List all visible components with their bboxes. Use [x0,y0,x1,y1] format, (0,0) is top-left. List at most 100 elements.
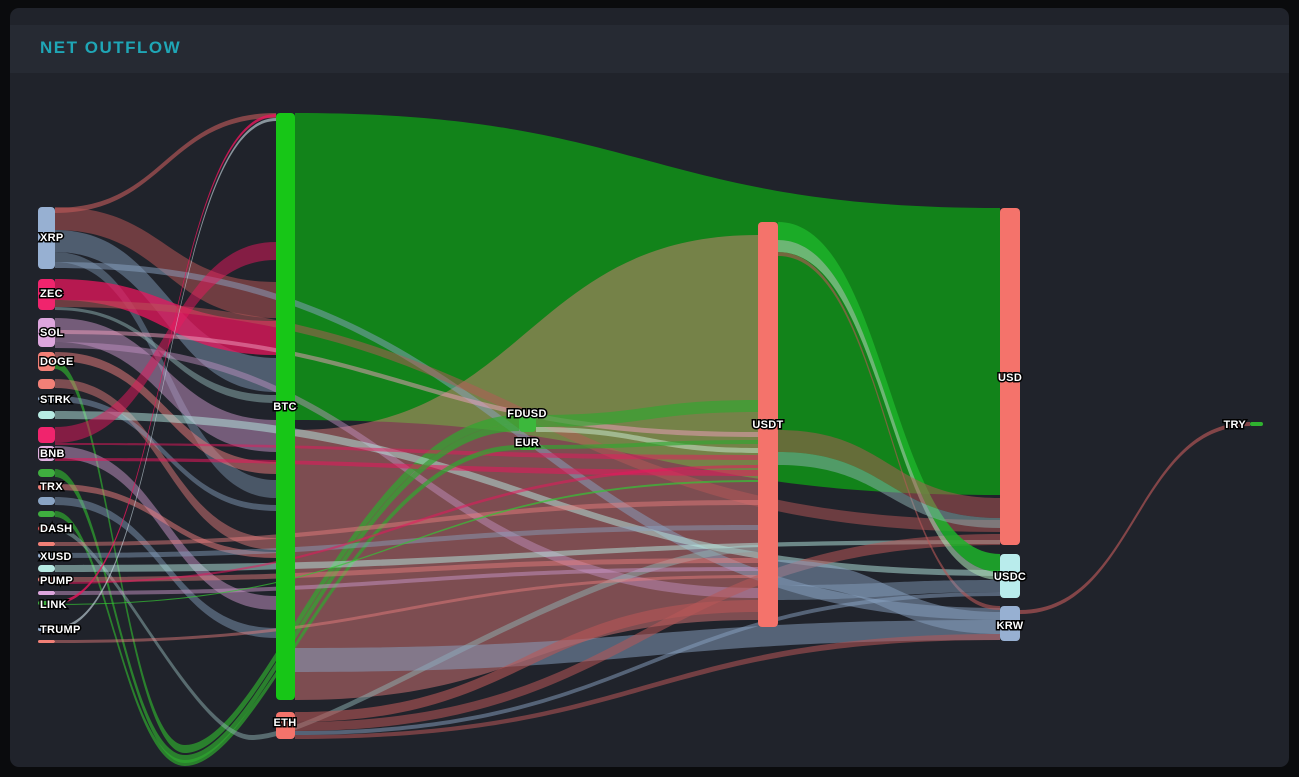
sankey-link-FDUSD-USDT[interactable] [536,427,758,453]
node-label-EUR: EUR [515,437,539,449]
node-label-DOGE: DOGE [40,356,74,368]
sankey-node-TRUMP[interactable] [38,627,55,631]
sankey-node-ZEC[interactable] [38,279,55,310]
node-label-TRY: TRY [1224,419,1247,431]
sankey-node-n17[interactable] [38,565,55,572]
sankey-node-BTC[interactable] [276,113,295,700]
sankey-link-USDT-USD[interactable] [778,430,1000,518]
sankey-node-ETH[interactable] [276,712,295,739]
sankey-link-STRK-BTC[interactable] [55,396,276,511]
sankey-link-ZEC-BTC[interactable] [55,307,276,403]
sankey-node-SOL[interactable] [38,318,55,347]
node-label-ETH: ETH [274,717,297,729]
sankey-link-BNB-BTC[interactable] [55,446,276,610]
sankey-node-STRK[interactable] [38,396,55,402]
node-label-SOL: SOL [40,327,64,339]
sankey-node-XUSD[interactable] [38,553,55,558]
sankey-node-USDC[interactable] [1000,554,1020,598]
sankey-link-LINK-USDT[interactable] [55,480,758,605]
sankey-link-USDT-KRW[interactable] [778,252,1000,610]
sankey-link-XUSD-USDT[interactable] [55,525,758,558]
sankey-node-n5[interactable] [38,379,55,389]
chart-header-strip [10,25,1289,73]
sankey-link-XRP-KRW[interactable] [55,262,1000,620]
sankey-link-TRUMP-BTC[interactable] [55,118,276,630]
node-label-DASH: DASH [40,523,72,535]
sankey-node-n15[interactable] [38,542,55,546]
node-label-PUMP: PUMP [40,575,73,587]
node-label-USDC: USDC [994,571,1026,583]
sankey-link-n19-USDT[interactable] [55,567,758,595]
sankey-link-SOL-USDT[interactable] [55,342,758,598]
sankey-link-ETH-USD[interactable] [295,534,1000,731]
sankey-link-n15-USDT[interactable] [55,500,758,546]
sankey-link-SOL-USDT[interactable] [55,330,758,437]
sankey-link-n8-USDT[interactable] [55,443,758,460]
node-label-LINK: LINK [40,599,67,611]
sankey-node-EUR[interactable] [519,445,536,450]
sankey-node-TRX[interactable] [38,484,55,490]
sankey-node-KRW[interactable] [1000,606,1020,641]
sankey-link-XRP-BTC[interactable] [55,207,276,318]
sankey-link-ZEC-BTC[interactable] [55,279,276,355]
sankey-node-TRY[interactable] [1250,422,1263,426]
sankey-link-USDT-USD[interactable] [778,452,1000,528]
sankey-link-ETH-USDT[interactable] [295,600,758,722]
sankey-link-USDT-USDC[interactable] [778,580,1000,600]
sankey-labels: XRP ZEC SOL DOGE STRK BNB TRX DASH XUSD PUMP LINK T… [39,231,1248,731]
sankey-link-KRW-TRY[interactable] [1020,422,1250,614]
sankey-node-n7[interactable] [38,411,55,419]
node-label-USDT: USDT [752,419,783,431]
node-label-TRUMP: TRUMP [40,624,81,636]
node-label-USD: USD [998,372,1022,384]
sankey-node-XRP[interactable] [38,207,55,269]
sankey-link-USDT-USDC[interactable] [778,240,1000,580]
node-label-BNB: BNB [40,448,65,460]
node-label-KRW: KRW [997,620,1024,632]
sankey-node-n22[interactable] [38,640,55,643]
sankey-link-n8-BTC[interactable] [55,242,276,443]
sankey-link-LINK-BTC[interactable] [55,114,276,604]
sankey-link-BTC-KRW[interactable] [295,620,1000,672]
sankey-link-TRX-BTC[interactable] [55,484,276,558]
sankey-link-n5-BTC[interactable] [55,379,276,550]
sankey-link-XRP-BTC[interactable] [55,113,276,213]
sankey-node-n19[interactable] [38,591,55,595]
node-label-STRK: STRK [40,394,71,406]
sankey-link-USDT-USDC[interactable] [778,222,1000,572]
node-label-FDUSD: FDUSD [507,408,546,420]
sankey-link-USDT-KRW[interactable] [778,560,1000,634]
sankey-node-PUMP[interactable] [38,577,55,582]
sankey-link-ETH-USDC[interactable] [295,592,1000,735]
sankey-link-BNB-USDT[interactable] [55,458,758,476]
node-label-XRP: XRP [40,232,64,244]
sankey-node-BNB[interactable] [38,446,55,461]
node-label-ZEC: ZEC [40,288,63,300]
sankey-node-LINK[interactable] [38,601,55,605]
sankey-link-EUR-USDT[interactable] [536,440,758,449]
sankey-link-BTC-USDT[interactable] [295,235,758,700]
sankey-node-USDT[interactable] [758,222,778,627]
sankey-node-n8[interactable] [38,427,55,443]
sankey-link-PUMP-USDT[interactable] [55,558,758,582]
sankey-link-FDUSD-USDT[interactable] [536,400,758,427]
sankey-link-SOL-BTC[interactable] [55,318,276,452]
sankey-link-n22-USDT[interactable] [55,575,758,643]
sankey-node-USD[interactable] [1000,208,1020,545]
sankey-node-n12[interactable] [38,497,55,505]
node-label-TRX: TRX [40,481,63,493]
sankey-node-n13[interactable] [38,511,55,517]
node-label-BTC: BTC [273,401,297,413]
sankey-node-n10[interactable] [38,469,55,477]
sankey-node-DASH[interactable] [38,526,55,531]
sankey-link-n7-USDC[interactable] [55,411,1000,576]
sankey-link-PUMP-USDT[interactable] [55,465,758,584]
sankey-node-FDUSD[interactable] [519,415,536,432]
sankey-nodes [38,113,1263,739]
node-label-XUSD: XUSD [40,551,72,563]
sankey-links [55,113,1250,766]
sankey-link-ETH-KRW[interactable] [295,634,1000,739]
sankey-link-DOGE-BTC[interactable] [55,352,276,474]
sankey-node-DOGE[interactable] [38,352,55,371]
